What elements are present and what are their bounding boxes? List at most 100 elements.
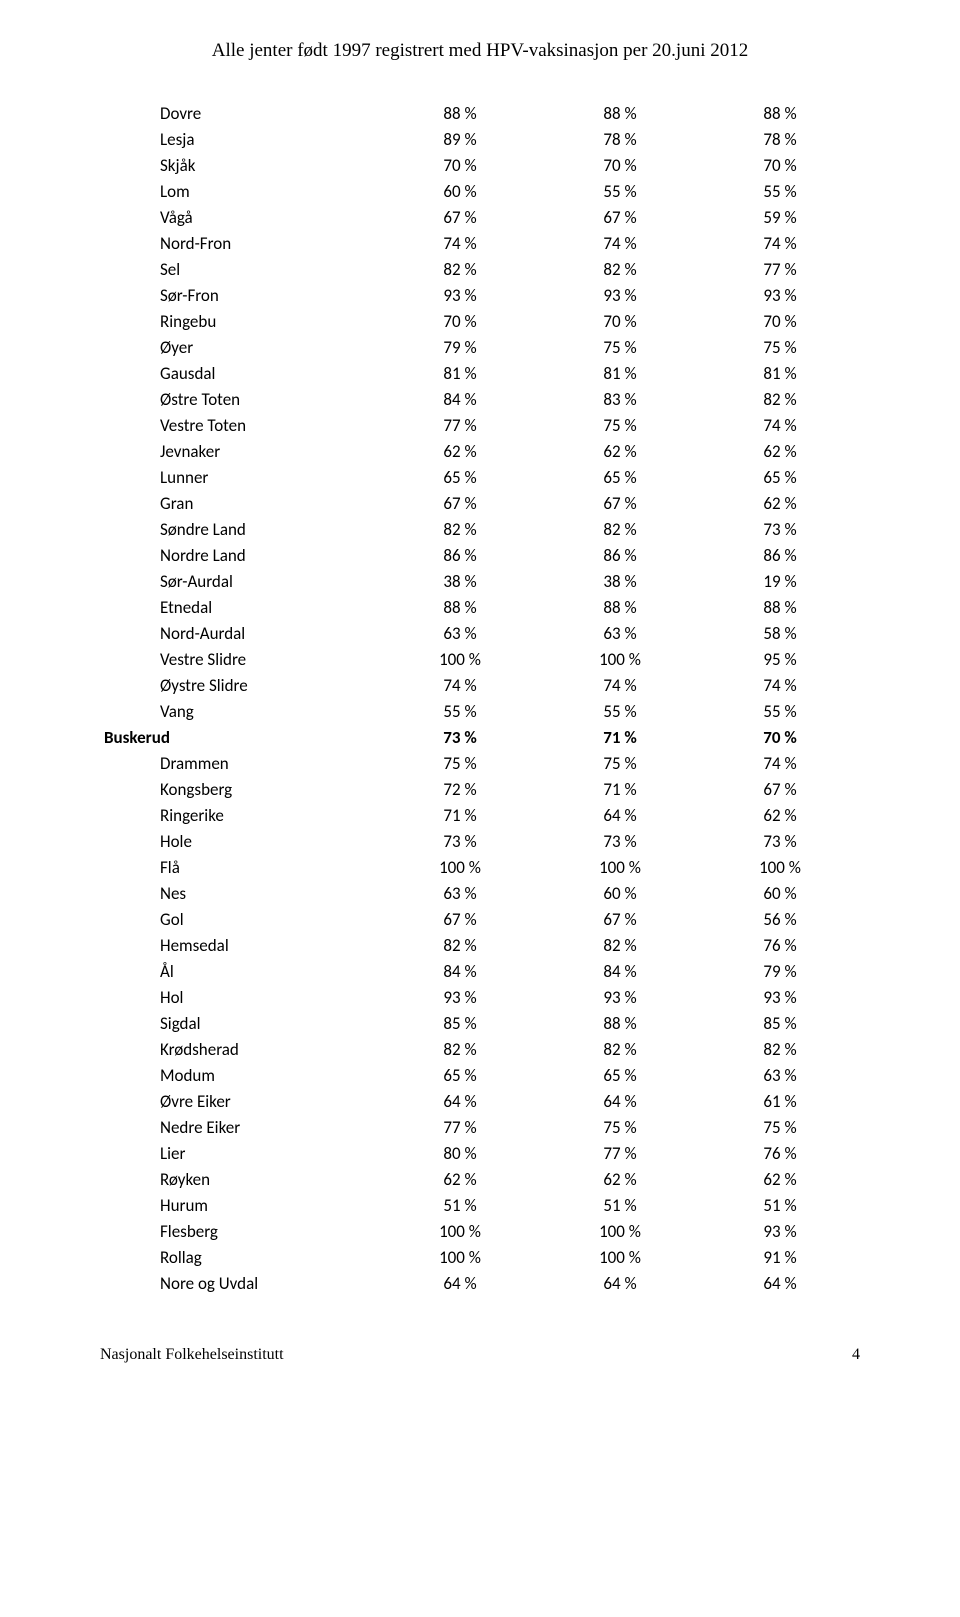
row-value: 79 % bbox=[380, 334, 540, 360]
row-value: 100 % bbox=[540, 854, 700, 880]
row-value: 88 % bbox=[380, 594, 540, 620]
row-value: 56 % bbox=[700, 906, 860, 932]
table-row: Jevnaker62 %62 %62 % bbox=[100, 438, 860, 464]
row-value: 70 % bbox=[700, 152, 860, 178]
row-value: 62 % bbox=[700, 802, 860, 828]
row-value: 83 % bbox=[540, 386, 700, 412]
row-value: 70 % bbox=[380, 152, 540, 178]
table-row: Nord-Aurdal63 %63 %58 % bbox=[100, 620, 860, 646]
row-label: Flå bbox=[100, 854, 380, 880]
page-footer: Nasjonalt Folkehelseinstitutt 4 bbox=[100, 1346, 860, 1364]
row-value: 77 % bbox=[700, 256, 860, 282]
row-label: Kongsberg bbox=[100, 776, 380, 802]
row-label: Ål bbox=[100, 958, 380, 984]
table-row: Søndre Land82 %82 %73 % bbox=[100, 516, 860, 542]
row-value: 55 % bbox=[700, 178, 860, 204]
row-value: 62 % bbox=[700, 438, 860, 464]
row-value: 77 % bbox=[380, 1114, 540, 1140]
row-value: 70 % bbox=[540, 308, 700, 334]
row-value: 65 % bbox=[540, 1062, 700, 1088]
data-table: Dovre88 %88 %88 %Lesja89 %78 %78 %Skjåk7… bbox=[100, 100, 860, 1296]
row-label: Vestre Slidre bbox=[100, 646, 380, 672]
row-value: 76 % bbox=[700, 1140, 860, 1166]
row-label: Lesja bbox=[100, 126, 380, 152]
row-value: 75 % bbox=[700, 334, 860, 360]
row-value: 55 % bbox=[540, 698, 700, 724]
row-value: 63 % bbox=[700, 1062, 860, 1088]
row-label: Nes bbox=[100, 880, 380, 906]
row-value: 93 % bbox=[380, 984, 540, 1010]
row-value: 100 % bbox=[700, 854, 860, 880]
row-value: 74 % bbox=[540, 230, 700, 256]
row-value: 64 % bbox=[380, 1088, 540, 1114]
row-label: Sigdal bbox=[100, 1010, 380, 1036]
table-row: Lesja89 %78 %78 % bbox=[100, 126, 860, 152]
row-value: 91 % bbox=[700, 1244, 860, 1270]
row-value: 62 % bbox=[540, 1166, 700, 1192]
table-row: Vestre Slidre100 %100 %95 % bbox=[100, 646, 860, 672]
row-value: 93 % bbox=[380, 282, 540, 308]
row-label: Øvre Eiker bbox=[100, 1088, 380, 1114]
row-label: Nedre Eiker bbox=[100, 1114, 380, 1140]
row-label: Sel bbox=[100, 256, 380, 282]
table-row: Gausdal81 %81 %81 % bbox=[100, 360, 860, 386]
row-value: 82 % bbox=[380, 1036, 540, 1062]
row-value: 82 % bbox=[540, 1036, 700, 1062]
table-row: Nes63 %60 %60 % bbox=[100, 880, 860, 906]
row-value: 86 % bbox=[540, 542, 700, 568]
row-label: Lier bbox=[100, 1140, 380, 1166]
row-value: 80 % bbox=[380, 1140, 540, 1166]
row-value: 78 % bbox=[540, 126, 700, 152]
row-value: 74 % bbox=[380, 230, 540, 256]
row-value: 59 % bbox=[700, 204, 860, 230]
row-label: Sør-Fron bbox=[100, 282, 380, 308]
table-row: Ål84 %84 %79 % bbox=[100, 958, 860, 984]
row-value: 81 % bbox=[540, 360, 700, 386]
row-value: 38 % bbox=[380, 568, 540, 594]
row-value: 74 % bbox=[540, 672, 700, 698]
row-value: 62 % bbox=[540, 438, 700, 464]
row-value: 65 % bbox=[700, 464, 860, 490]
row-value: 71 % bbox=[380, 802, 540, 828]
row-label: Hemsedal bbox=[100, 932, 380, 958]
row-value: 82 % bbox=[540, 516, 700, 542]
row-label: Nord-Fron bbox=[100, 230, 380, 256]
row-value: 67 % bbox=[380, 490, 540, 516]
row-value: 51 % bbox=[540, 1192, 700, 1218]
row-value: 62 % bbox=[380, 1166, 540, 1192]
row-value: 62 % bbox=[700, 1166, 860, 1192]
row-label: Dovre bbox=[100, 100, 380, 126]
table-row: Vågå67 %67 %59 % bbox=[100, 204, 860, 230]
table-row: Hol93 %93 %93 % bbox=[100, 984, 860, 1010]
row-value: 93 % bbox=[700, 282, 860, 308]
row-label: Nord-Aurdal bbox=[100, 620, 380, 646]
table-row: Rollag100 %100 %91 % bbox=[100, 1244, 860, 1270]
table-row: Skjåk70 %70 %70 % bbox=[100, 152, 860, 178]
row-value: 85 % bbox=[380, 1010, 540, 1036]
row-value: 67 % bbox=[540, 490, 700, 516]
row-value: 75 % bbox=[700, 1114, 860, 1140]
row-label: Sør-Aurdal bbox=[100, 568, 380, 594]
row-value: 86 % bbox=[700, 542, 860, 568]
table-row: Nedre Eiker77 %75 %75 % bbox=[100, 1114, 860, 1140]
row-value: 81 % bbox=[700, 360, 860, 386]
table-row: Øystre Slidre74 %74 %74 % bbox=[100, 672, 860, 698]
table-row: Kongsberg72 %71 %67 % bbox=[100, 776, 860, 802]
row-label: Skjåk bbox=[100, 152, 380, 178]
row-label: Jevnaker bbox=[100, 438, 380, 464]
row-value: 51 % bbox=[700, 1192, 860, 1218]
row-value: 19 % bbox=[700, 568, 860, 594]
row-value: 82 % bbox=[380, 516, 540, 542]
row-value: 75 % bbox=[540, 412, 700, 438]
row-value: 67 % bbox=[540, 204, 700, 230]
table-row: Nordre Land86 %86 %86 % bbox=[100, 542, 860, 568]
row-label: Buskerud bbox=[100, 724, 380, 750]
row-value: 84 % bbox=[540, 958, 700, 984]
row-value: 64 % bbox=[540, 1270, 700, 1296]
row-value: 55 % bbox=[380, 698, 540, 724]
table-row: Krødsherad82 %82 %82 % bbox=[100, 1036, 860, 1062]
row-value: 93 % bbox=[540, 282, 700, 308]
row-value: 73 % bbox=[540, 828, 700, 854]
row-value: 75 % bbox=[540, 750, 700, 776]
table-row: Lier80 %77 %76 % bbox=[100, 1140, 860, 1166]
